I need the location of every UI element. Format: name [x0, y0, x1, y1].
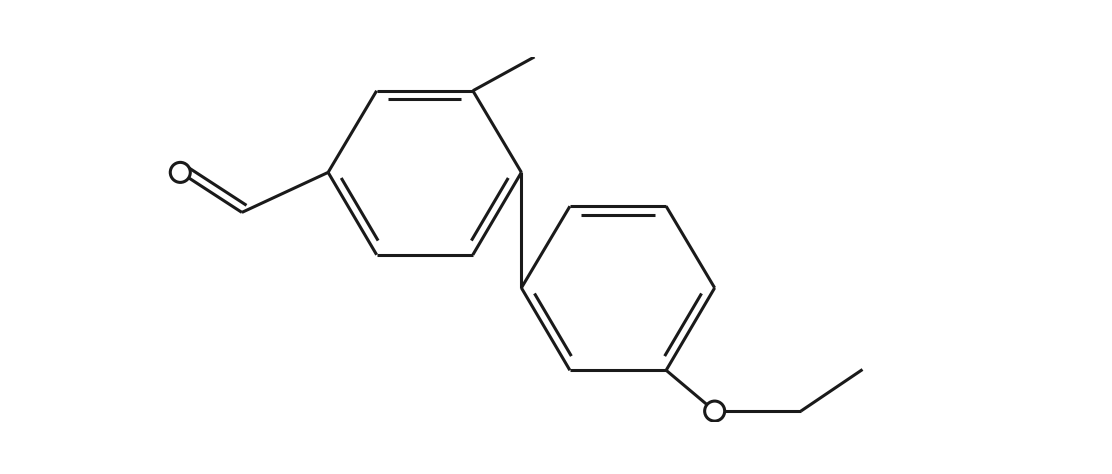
Circle shape [170, 163, 190, 182]
Circle shape [705, 401, 725, 421]
